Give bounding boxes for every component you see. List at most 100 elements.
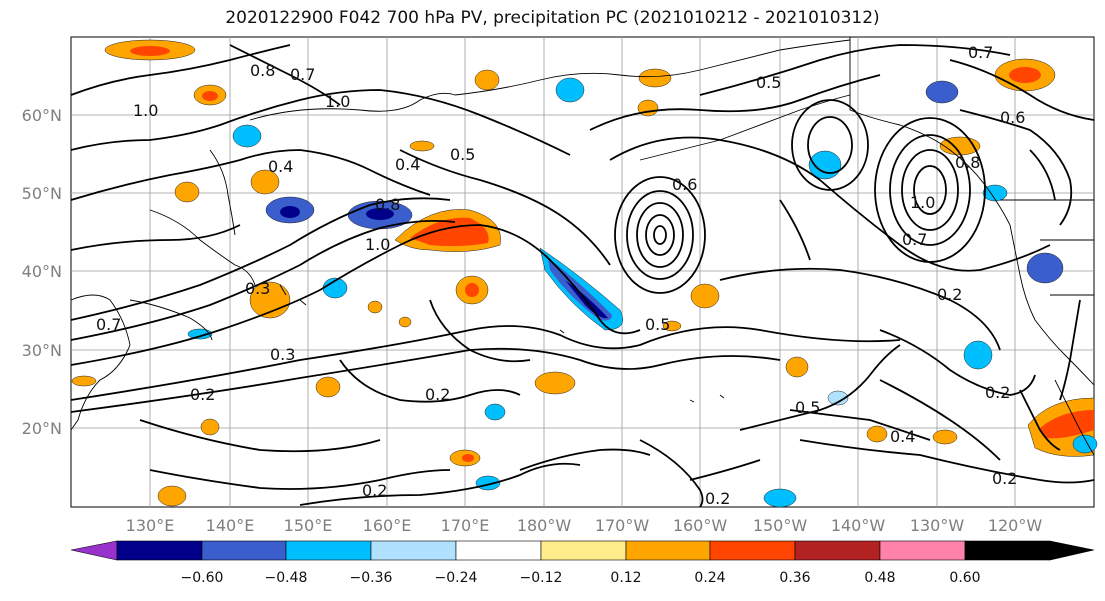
pv-contour [139,419,381,453]
precip-positive-patch [662,320,682,332]
precip-negative-patch [280,206,300,218]
pv-contour [70,325,901,401]
pv-contour [70,224,241,251]
colorbar-tick-label: 0.24 [694,570,725,586]
pv-contour [789,409,931,441]
pv-contour [626,190,694,280]
pv-contour [719,267,1001,351]
contour-label: 0.8 [375,195,400,214]
colorbar-tick-label: 0.48 [864,570,895,586]
precip-positive-patch [474,69,500,91]
contour-label: 0.2 [937,285,962,304]
coastlines [70,37,1095,456]
lon-tick-label: 130°W [910,516,965,535]
precip-positive-patch [409,140,435,152]
precip-positive-patch [785,356,809,378]
colorbar-segment [964,540,1051,561]
lon-tick-label: 170°W [595,516,650,535]
lon-tick-label: 170°E [441,516,490,535]
contour-label: 0.7 [902,230,927,249]
colorbar [70,540,1095,561]
pv-contour [739,344,901,431]
precip-negative-patch [925,80,959,104]
colorbar-tick-label: −0.60 [181,570,224,586]
colorbar-tick-label: −0.36 [350,570,393,586]
colorbar-tick-label: −0.48 [265,570,308,586]
precip-negative-patch [366,208,394,220]
precip-negative-patch [484,403,506,421]
contour-label: 0.4 [395,155,420,174]
colorbar-segment [879,540,966,561]
pv-contour [879,379,1001,461]
precip-positive-patch [690,283,720,309]
pv-contour [699,44,1011,96]
colorbar-tick-label: −0.24 [435,570,478,586]
contour-label: 0.6 [1000,108,1025,127]
contour-label: 1.0 [910,193,935,212]
precip-positive-patch [249,281,291,319]
pv-contour [614,176,706,294]
contour-label: 0.5 [756,73,781,92]
lat-axis: 60°N 50°N 40°N 30°N 20°N [22,106,62,438]
contour-label: 0.7 [290,65,315,84]
pv-contour [519,448,651,471]
pv-contour [609,136,1051,272]
precip-negative-patch [982,184,1008,202]
pv-contour [429,299,531,363]
colorbar-segment [625,540,711,561]
pv-contour [299,462,581,506]
lon-tick-label: 130°E [126,516,175,535]
contour-label: 1.0 [133,101,158,120]
lat-tick-label: 20°N [22,419,62,438]
precip-positive-patch [932,429,958,445]
contour-labels: 1.0 0.7 0.8 0.4 0.3 0.5 0.2 0.6 0.3 0.2 … [96,43,1025,508]
precip-positive-patch [315,376,341,398]
lat-tick-label: 50°N [22,184,62,203]
contour-label: 0.5 [645,315,670,334]
pv-contour [339,359,521,403]
pv-contour [70,44,291,96]
pv-contour [689,459,761,481]
contour-label: 0.3 [245,279,270,298]
colorbar-high-extension [1049,540,1095,561]
lon-tick-label: 140°E [206,516,255,535]
pv-contour [807,116,853,174]
contour-label: 0.2 [992,469,1017,488]
precip-positive-patch [398,316,412,328]
pv-contour [70,89,571,156]
precip-positive-patch [638,68,672,88]
contour-label: 0.2 [362,481,387,500]
contour-label: 1.0 [365,235,390,254]
pv-contour [589,74,881,131]
pv-contours [70,44,1095,508]
pv-contour [636,202,684,268]
precip-positive-patch [157,485,187,507]
pv-contour [229,44,341,106]
pv-contour [901,149,959,231]
precip-negative-patch [232,124,262,148]
contour-label: 0.7 [96,315,121,334]
precip-positive-patch [866,425,888,443]
contour-label: 0.2 [985,383,1010,402]
contour-label: 0.8 [955,153,980,172]
contour-label: 0.5 [450,145,475,164]
pv-contour [949,59,1095,121]
colorbar-tick-label: −0.12 [520,570,563,586]
colorbar-low-extension [70,540,118,561]
colorbar-segment [709,540,796,561]
contour-label: 0.4 [268,157,293,176]
pv-contour [1019,389,1061,451]
contour-label: 0.6 [672,175,697,194]
pv-contour [149,469,451,490]
precip-negative-patch [565,280,608,319]
pv-contour [799,439,1095,484]
pv-contour [70,347,781,413]
pv-contour [913,165,947,215]
precip-negative-patch [1026,252,1064,284]
contour-label: 0.2 [425,385,450,404]
pv-contour [791,99,869,191]
precip-negative-patch [963,340,993,370]
precip-positive-patch [534,371,576,395]
lon-tick-label: 180°W [517,516,572,535]
